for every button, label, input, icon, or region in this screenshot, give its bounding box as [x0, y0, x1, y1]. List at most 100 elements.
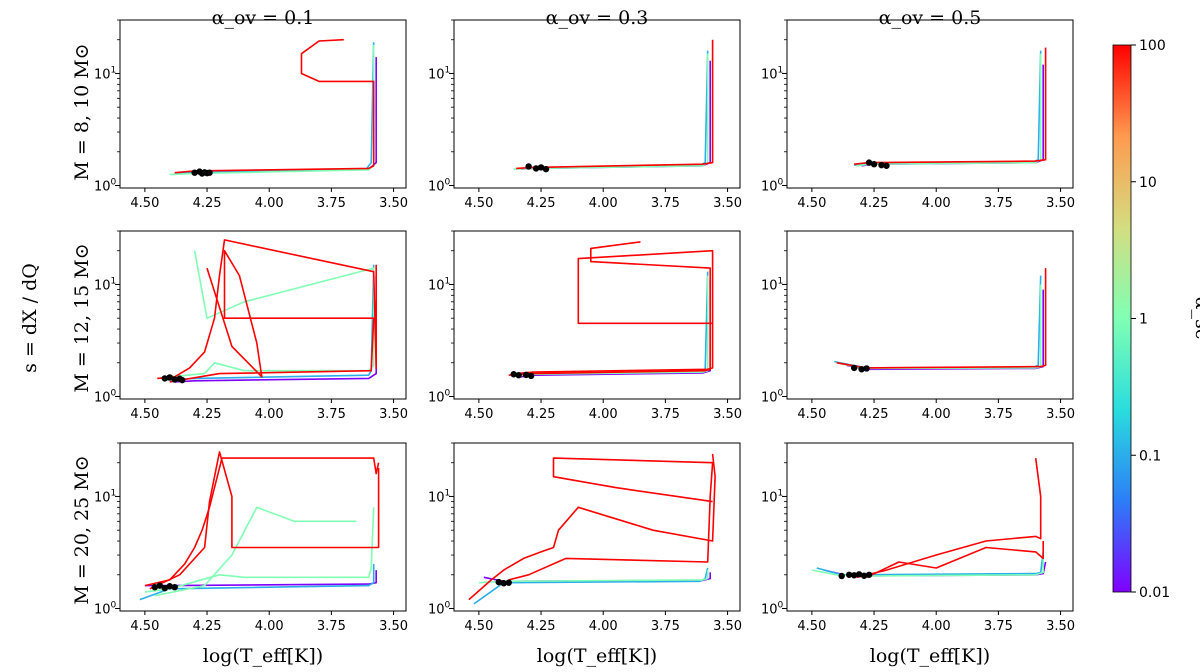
panel-frame: [786, 442, 1074, 612]
x-tick-label: 4.00: [922, 196, 951, 211]
series-line: [516, 249, 714, 375]
panel: 4.50 4.25 4.00 3.75 3.50 100 101: [428, 19, 742, 211]
endpoint-dot: [525, 163, 532, 170]
endpoint-dot: [870, 160, 878, 168]
x-labels: log(T_eff[K]) log(T_eff[K]) log(T_eff[K]…: [203, 645, 990, 667]
series-line: [174, 42, 375, 175]
series-line: [836, 268, 1047, 369]
endpoint-dot: [171, 376, 178, 383]
y-tick-label: 101: [428, 488, 450, 505]
row-labels: M = 8, 10 M⊙ M = 12, 15 M⊙ M = 20, 25 M⊙: [71, 43, 93, 604]
row-label: M = 12, 15 M⊙: [71, 243, 93, 392]
series-line: [854, 50, 1042, 166]
endpoint-dot: [166, 374, 173, 381]
x-axis-label: log(T_eff[K]): [203, 645, 323, 667]
series-group: [157, 239, 378, 384]
colorbar-tick-label: 0.1: [1139, 448, 1161, 464]
series-line: [518, 50, 709, 170]
endpoint-dot: [161, 375, 168, 382]
endpoint-dot: [151, 583, 159, 591]
series-group: [169, 38, 378, 177]
x-axis-label: log(T_eff[K]): [537, 645, 657, 667]
colorbar-label: α_sc: [1191, 297, 1200, 340]
series-line: [473, 567, 709, 605]
series-line: [478, 570, 709, 584]
endpoint-dot: [156, 582, 163, 589]
series-group: [508, 241, 714, 380]
series-group: [834, 268, 1047, 373]
series-line: [157, 239, 378, 380]
colorbar-tick-label: 0.01: [1139, 585, 1170, 601]
y-tick-label: 101: [94, 488, 116, 505]
y-tick-label: 101: [94, 276, 116, 293]
y-tick-label: 100: [94, 178, 117, 195]
y-tick-label: 101: [428, 65, 450, 82]
x-tick-label: 3.75: [651, 196, 680, 211]
x-tick-label: 4.25: [860, 619, 889, 634]
series-group: [468, 453, 716, 605]
panel: 4.50 4.25 4.00 3.75 3.50 100 101: [761, 19, 1075, 211]
panel: 4.50 4.25 4.00 3.75 3.50 100 101: [761, 442, 1075, 634]
x-tick-label: 4.25: [527, 196, 556, 211]
panel: 4.50 4.25 4.00 3.75 3.50 100 101: [94, 19, 408, 211]
endpoint-dot: [850, 364, 858, 372]
endpoint-dot: [527, 372, 535, 380]
series-line: [856, 457, 1042, 579]
y-tick-label: 101: [761, 276, 783, 293]
column-titles: α_ov = 0.1 α_ov = 0.3 α_ov = 0.5: [212, 7, 982, 29]
series-line: [139, 563, 375, 601]
series-line: [169, 44, 375, 176]
panel-frame: [453, 230, 741, 400]
endpoint-dot: [505, 579, 512, 586]
colorbar: α_sc 100 10 1 0.1 0.01: [1112, 38, 1200, 601]
panel: 4.50 4.25 4.00 3.75 3.50 100 101: [94, 442, 408, 634]
y-tick-label: 101: [94, 65, 116, 82]
x-tick-label: 3.50: [1046, 407, 1075, 422]
panel: 4.50 4.25 4.00 3.75 3.50 100 101: [761, 230, 1075, 422]
series-group: [811, 457, 1047, 580]
series-line: [846, 289, 1044, 371]
y-tick-label: 100: [428, 178, 451, 195]
endpoint-dot: [858, 366, 865, 373]
y-tick-label: 100: [428, 601, 451, 618]
x-axis-label: log(T_eff[K]): [870, 645, 990, 667]
series-line: [144, 507, 375, 593]
endpoint-dot: [878, 161, 885, 169]
x-tick-label: 3.50: [1046, 196, 1075, 211]
endpoint-dot: [863, 365, 870, 372]
series-line: [164, 264, 375, 381]
x-tick-label: 4.50: [464, 619, 493, 634]
endpoint-dot: [838, 572, 845, 580]
x-tick-label: 3.75: [984, 407, 1013, 422]
x-tick-label: 4.25: [193, 619, 222, 634]
endpoint-dot: [865, 571, 873, 578]
x-tick-label: 3.50: [379, 407, 408, 422]
series-line: [468, 453, 716, 601]
x-tick-label: 4.25: [860, 407, 889, 422]
x-tick-label: 3.50: [379, 196, 408, 211]
x-tick-label: 4.50: [130, 407, 159, 422]
x-tick-label: 3.75: [984, 196, 1013, 211]
endpoint-dot: [510, 371, 517, 378]
panel-frame: [119, 230, 407, 400]
y-tick-label: 100: [761, 389, 784, 406]
colorbar-gradient: [1112, 44, 1132, 593]
panel: 4.50 4.25 4.00 3.75 3.50 100 101: [428, 230, 742, 422]
series-line: [508, 457, 714, 581]
series-line: [856, 53, 1042, 167]
x-tick-label: 4.25: [193, 196, 222, 211]
x-tick-label: 3.75: [317, 196, 346, 211]
panel: 4.50 4.25 4.00 3.75 3.50 100 101: [94, 230, 408, 422]
x-tick-label: 4.00: [255, 196, 284, 211]
endpoint-dot: [206, 169, 213, 176]
panel-frame: [453, 442, 741, 612]
series-line: [179, 57, 378, 175]
y-tick-label: 101: [761, 488, 783, 505]
series-line: [513, 275, 709, 376]
endpoint-dot: [191, 169, 198, 176]
x-tick-label: 3.75: [317, 619, 346, 634]
series-line: [811, 558, 1044, 577]
series-line: [521, 60, 712, 170]
series-group: [139, 451, 380, 601]
x-tick-label: 4.00: [589, 619, 618, 634]
